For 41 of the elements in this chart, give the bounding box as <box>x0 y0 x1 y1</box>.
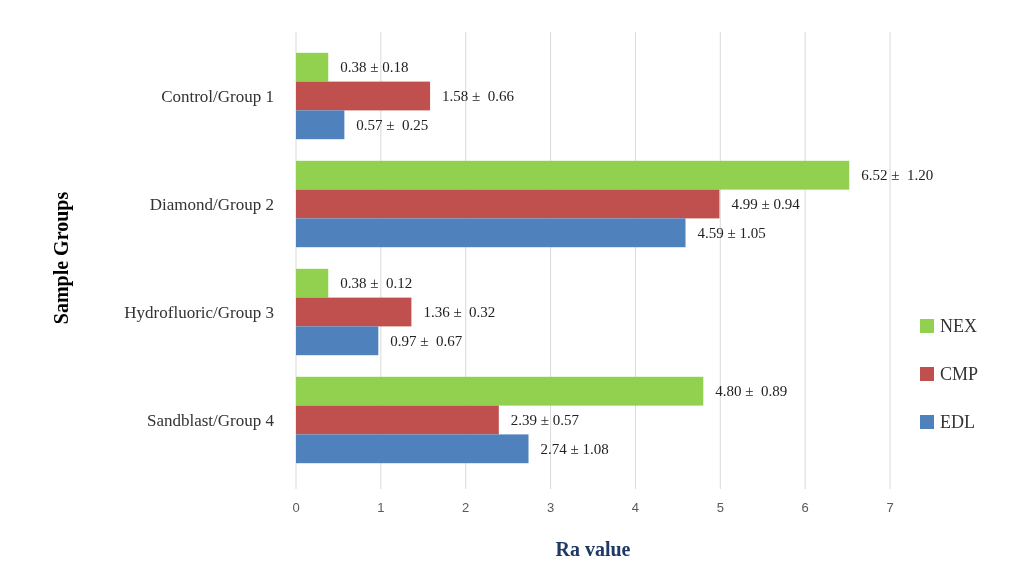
data-label: 2.74 ± 1.08 <box>540 440 609 457</box>
bar <box>296 160 850 190</box>
data-label: 1.36 ± 0.32 <box>423 304 496 320</box>
legend-label: EDL <box>940 412 975 432</box>
x-axis-title: Ra value <box>555 538 631 560</box>
bar <box>296 268 329 298</box>
bar <box>296 297 412 327</box>
bar <box>296 110 345 140</box>
y-tick-label: Diamond/Group 2 <box>149 194 274 214</box>
data-label: 2.39 ± 0.57 <box>510 412 580 428</box>
x-tick-label: 6 <box>801 500 809 515</box>
bar <box>296 218 686 248</box>
x-tick-label: 0 <box>292 500 300 515</box>
data-label: 4.80 ± 0.89 <box>715 383 788 400</box>
y-tick-label: Sandblast/Group 4 <box>146 410 275 430</box>
bar <box>296 189 720 219</box>
bar <box>296 326 379 356</box>
bar <box>296 376 704 406</box>
bar <box>296 81 431 111</box>
data-label: 4.99 ± 0.94 <box>731 196 801 212</box>
data-label: 0.38 ± 0.12 <box>340 275 413 292</box>
x-tick-label: 4 <box>631 500 640 515</box>
x-tick-label: 7 <box>886 500 894 515</box>
x-tick-label: 1 <box>377 500 385 515</box>
bar <box>296 434 529 464</box>
data-label: 6.52 ± 1.20 <box>861 167 934 184</box>
x-tick-label: 5 <box>716 500 724 515</box>
data-label: 0.57 ± 0.25 <box>356 116 429 133</box>
x-tick-label: 2 <box>462 500 470 515</box>
data-label: 1.58 ± 0.66 <box>442 88 515 104</box>
x-tick-label: 3 <box>546 500 555 515</box>
bar <box>296 52 329 82</box>
y-tick-label: Hydrofluoric/Group 3 <box>124 302 274 322</box>
legend-label: NEX <box>940 316 977 336</box>
legend-label: CMP <box>940 364 979 384</box>
data-label: 4.59 ± 1.05 <box>697 224 766 241</box>
y-axis-title: Sample Groups <box>50 191 73 325</box>
bar <box>296 405 499 435</box>
data-label: 0.97 ± 0.67 <box>390 332 463 349</box>
data-label: 0.38 ± 0.18 <box>340 59 409 76</box>
y-tick-label: Control/Group 1 <box>161 86 274 106</box>
